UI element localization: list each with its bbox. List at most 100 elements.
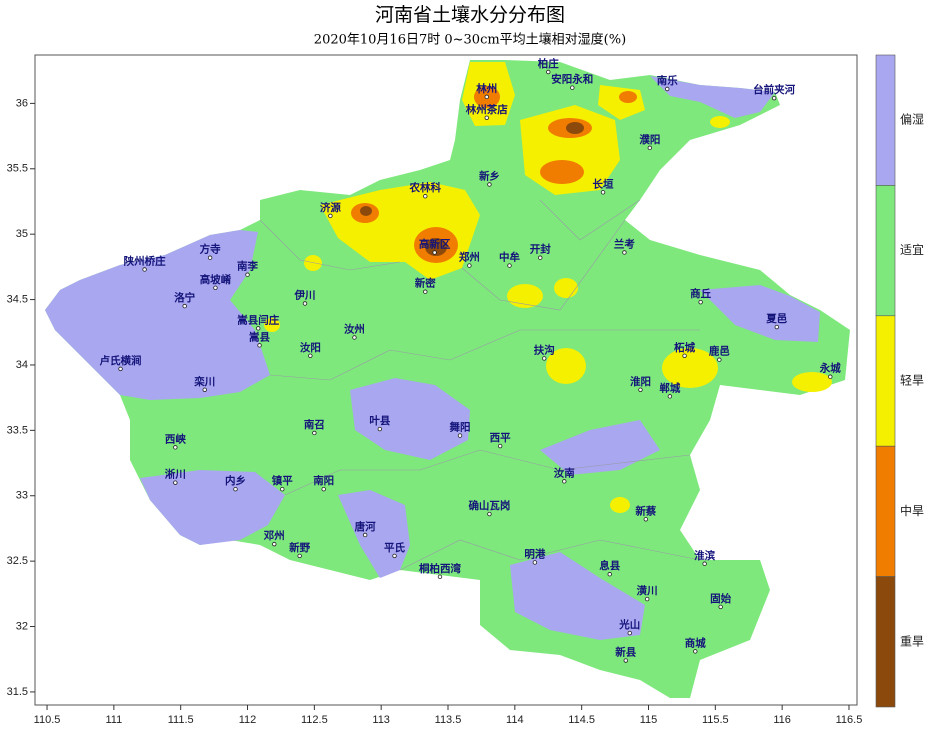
border-line — [399, 539, 701, 571]
station-dot — [667, 394, 673, 399]
station-label: 林州茶店 — [466, 103, 508, 116]
dry-area — [546, 348, 586, 384]
station-dot — [538, 255, 543, 260]
station-dot — [682, 353, 687, 359]
x-tick-label: 114.5 — [568, 714, 595, 726]
station-dot — [118, 366, 123, 372]
station-dot — [352, 335, 357, 340]
station-dot — [467, 263, 472, 268]
legend-swatch — [875, 315, 896, 447]
dry-area — [610, 497, 630, 513]
station-dot — [623, 658, 628, 663]
moderate-dry-area — [540, 160, 584, 184]
x-tick-label: 116 — [773, 714, 791, 726]
legend-label: 适宜 — [900, 242, 924, 257]
station-label: 扶沟 — [534, 343, 555, 356]
station-label: 农林科 — [409, 181, 442, 194]
station-dot — [423, 289, 428, 294]
y-tick-label: 35.5 — [7, 163, 28, 175]
station-dot — [718, 604, 723, 610]
dry-area — [264, 318, 280, 332]
station-label: 济源 — [320, 201, 341, 214]
station-label: 永城 — [819, 362, 841, 375]
station-dot — [280, 487, 285, 492]
station-label: 兰考 — [614, 237, 635, 250]
station-dot — [665, 86, 670, 92]
station-label: 叶县 — [369, 414, 390, 427]
station-dot — [142, 267, 147, 272]
station-dot — [182, 303, 187, 309]
station-dot — [207, 255, 213, 260]
legend-swatch — [875, 54, 896, 186]
station-label: 新野 — [289, 541, 310, 554]
station-dot — [432, 250, 437, 255]
station-label: 商城 — [685, 636, 706, 649]
dry-area — [710, 116, 730, 128]
severe-dry-area — [425, 238, 447, 256]
y-tick-label: 33.5 — [7, 424, 28, 436]
y-tick-label: 32 — [16, 620, 28, 632]
station-label: 夏邑 — [765, 313, 787, 325]
station-label: 息县 — [599, 559, 620, 572]
station-dot — [532, 560, 538, 565]
dry-area — [662, 348, 718, 388]
station-label: 安阳永和 — [551, 73, 593, 86]
station-dot — [328, 213, 333, 219]
station-label: 嵩县闫庄 — [237, 313, 279, 326]
station-dot — [484, 115, 489, 120]
station-dot — [202, 387, 207, 393]
station-label: 栾川 — [193, 375, 215, 388]
station-dot — [377, 426, 383, 432]
wet-area — [45, 230, 270, 400]
subtitle: 2020年10月16日7时 0~30cm平均土壤相对湿度(%) — [314, 32, 626, 48]
station-dot — [644, 596, 650, 602]
station-dot — [308, 353, 313, 359]
station-label: 确山瓦岗 — [468, 499, 510, 512]
station-dot — [257, 343, 262, 348]
station-label: 潢川 — [637, 584, 658, 597]
station-dot — [457, 433, 463, 438]
station-label: 桐柏西湾 — [419, 562, 461, 575]
wet-area — [338, 490, 410, 578]
station-dot — [272, 541, 277, 547]
station-label: 高坡崤 — [200, 273, 232, 286]
station-label: 新密 — [415, 277, 436, 290]
station-dot — [546, 69, 551, 75]
severe-dry-area — [566, 122, 584, 134]
station-label: 长垣 — [593, 177, 614, 190]
dry-area — [507, 284, 543, 308]
station-dot — [245, 272, 250, 277]
x-tick-label: 115 — [640, 714, 658, 726]
station-label: 伊川 — [293, 288, 315, 301]
station-label: 淅川 — [165, 468, 186, 481]
station-label: 郑州 — [459, 251, 480, 264]
y-tick-label: 36 — [16, 97, 28, 109]
station-label: 淮滨 — [694, 549, 715, 562]
station-label: 南李 — [237, 260, 258, 273]
y-tick-label: 34.5 — [7, 293, 28, 305]
x-tick-label: 110.5 — [34, 714, 61, 726]
legend-swatch — [875, 185, 896, 317]
station-label: 南召 — [304, 418, 325, 431]
legend-label: 中旱 — [900, 503, 924, 518]
station-dot — [774, 324, 780, 330]
station-dot — [622, 250, 627, 255]
station-dot — [362, 532, 368, 538]
station-label: 鹿邑 — [709, 345, 730, 358]
province-area — [45, 60, 850, 698]
station-label: 汝州 — [344, 322, 365, 335]
station-label: 西峡 — [165, 432, 186, 445]
severe-dry-area — [360, 206, 372, 216]
station-label: 新乡 — [479, 169, 500, 182]
station-label: 内乡 — [225, 474, 246, 487]
station-label: 光山 — [618, 618, 640, 631]
x-tick-label: 113 — [372, 714, 390, 726]
border-line — [284, 449, 691, 496]
dry-area — [792, 372, 832, 392]
x-tick-label: 111 — [105, 714, 122, 726]
legend-label: 轻旱 — [900, 374, 924, 388]
station-dot — [487, 511, 492, 517]
station-label: 卢氏横涧 — [100, 354, 142, 367]
